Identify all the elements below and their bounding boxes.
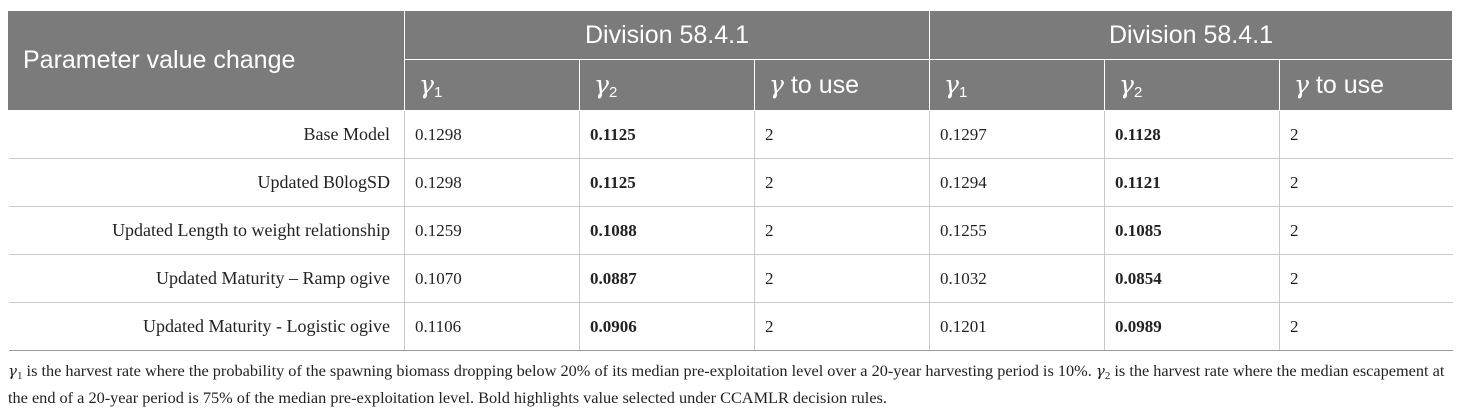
header-subcolumn-3: γ1: [929, 59, 1105, 111]
table-footnote: γ1 is the harvest rate where the probabi…: [8, 360, 1452, 409]
table-cell: 0.1125: [579, 158, 755, 207]
table-cell: 0.0989: [1104, 302, 1280, 351]
row-parameter-label: Updated B0logSD: [8, 158, 405, 207]
table-row: Updated Maturity - Logistic ogive 0.1106 0…: [8, 302, 1453, 351]
table-cell: 0.1128: [1104, 110, 1280, 159]
header-subcolumn-0: γ1: [404, 59, 580, 111]
table-cell: 0.1088: [579, 206, 755, 255]
header-subcolumn-1: γ2: [579, 59, 755, 111]
table-cell: 2: [754, 158, 930, 207]
footnote-gamma1-symbol: γ: [8, 362, 17, 380]
header-gamma-symbol: γ: [944, 69, 959, 99]
results-table: Parameter value change Division 58.4.1 D…: [8, 10, 1453, 351]
table-cell: 2: [1279, 254, 1453, 303]
table-cell: 0.1294: [929, 158, 1105, 207]
table-cell: 0.0906: [579, 302, 755, 351]
header-gamma-symbol: γ: [419, 69, 434, 99]
header-gamma-symbol: γ: [1119, 69, 1134, 99]
table-body: Base Model 0.1298 0.1125 2 0.1297 0.1128 2 Upda…: [8, 110, 1453, 351]
table-row: Base Model 0.1298 0.1125 2 0.1297 0.1128 2: [8, 110, 1453, 159]
table-header: Parameter value change Division 58.4.1 D…: [8, 10, 1453, 111]
table-cell: 0.0887: [579, 254, 755, 303]
header-subcolumn-text: to use: [783, 70, 860, 99]
header-gamma-symbol: γ: [1294, 69, 1309, 99]
header-subcolumn-5: γ to use: [1279, 59, 1453, 111]
header-gamma-subscript: 2: [1133, 83, 1143, 101]
header-gamma-symbol: γ: [769, 69, 784, 99]
results-table-container: Parameter value change Division 58.4.1 D…: [8, 10, 1453, 351]
table-cell: 2: [1279, 302, 1453, 351]
footnote-text-part1: is the harvest rate where the probabilit…: [22, 361, 1096, 380]
header-gamma-subscript: 1: [433, 83, 443, 101]
row-parameter-label: Base Model: [8, 110, 405, 159]
table-cell: 0.0854: [1104, 254, 1280, 303]
table-cell: 0.1125: [579, 110, 755, 159]
table-cell: 0.1121: [1104, 158, 1280, 207]
footnote-gamma2-subscript: 2: [1104, 370, 1111, 382]
table-row: Updated Length to weight relationship 0.1…: [8, 206, 1453, 255]
table-cell: 0.1201: [929, 302, 1105, 351]
footnote-text-part2: is the harvest rate where the median esc…: [8, 361, 1445, 407]
header-gamma-subscript: 2: [608, 83, 618, 101]
header-subcolumn-4: γ2: [1104, 59, 1280, 111]
table-cell: 0.1255: [929, 206, 1105, 255]
table-cell: 2: [1279, 110, 1453, 159]
footnote-gamma2-symbol: γ: [1095, 362, 1105, 380]
table-row: Updated Maturity – Ramp ogive 0.1070 0.088…: [8, 254, 1453, 303]
table-cell: 0.1298: [404, 110, 580, 159]
table-cell: 0.1297: [929, 110, 1105, 159]
header-row-divisions: Parameter value change Division 58.4.1 D…: [8, 10, 1453, 111]
table-row: Updated B0logSD 0.1298 0.1125 2 0.1294 0.1121…: [8, 158, 1453, 207]
table-cell: 2: [1279, 206, 1453, 255]
header-row-gamma: γ1 γ2 γ to use γ1 γ2 γ to use: [9, 59, 1453, 111]
table-cell: 0.1085: [1104, 206, 1280, 255]
header-gamma-subscript: 1: [958, 83, 968, 101]
table-cell: 2: [754, 254, 930, 303]
header-division-left: Division 58.4.1: [404, 10, 930, 60]
table-cell: 2: [754, 206, 930, 255]
header-division-right: Division 58.4.1: [929, 10, 1453, 60]
table-cell: 2: [1279, 158, 1453, 207]
footnote-gamma1-subscript: 1: [16, 370, 23, 382]
row-parameter-label: Updated Maturity - Logistic ogive: [8, 302, 405, 351]
header-subcolumn-2: γ to use: [754, 59, 930, 111]
table-cell: 2: [754, 110, 930, 159]
table-cell: 2: [754, 302, 930, 351]
table-cell: 0.1032: [929, 254, 1105, 303]
table-cell: 0.1298: [404, 158, 580, 207]
table-cell: 0.1106: [404, 302, 580, 351]
header-parameter-label: Parameter value change: [8, 10, 405, 111]
table-cell: 0.1070: [404, 254, 580, 303]
row-parameter-label: Updated Length to weight relationship: [8, 206, 405, 255]
header-subcolumn-text: to use: [1308, 70, 1385, 99]
row-parameter-label: Updated Maturity – Ramp ogive: [8, 254, 405, 303]
header-gamma-symbol: γ: [594, 69, 609, 99]
table-cell: 0.1259: [404, 206, 580, 255]
